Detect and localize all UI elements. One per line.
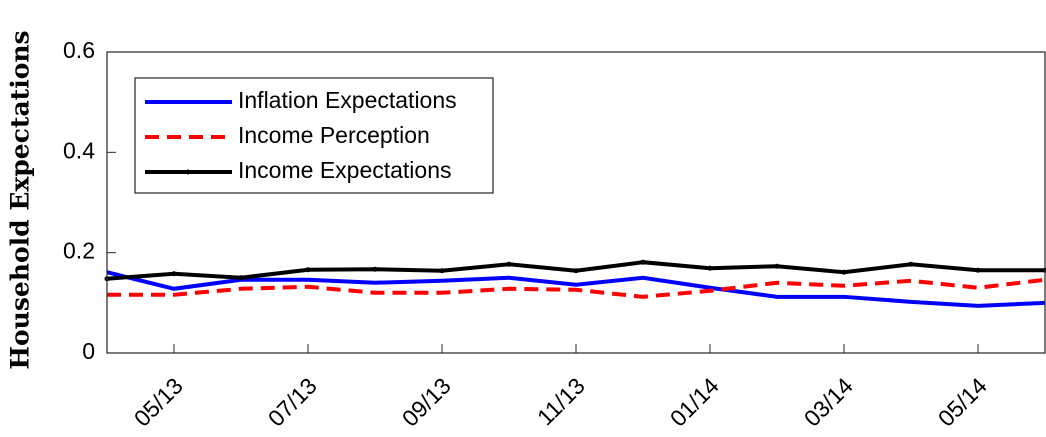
point <box>439 268 445 274</box>
plot-frame <box>106 51 1046 354</box>
x-tick-label: 01/14 <box>665 372 724 431</box>
point <box>372 266 378 272</box>
legend-label: Income Perception <box>238 122 430 148</box>
x-tick-label: 03/14 <box>799 372 858 431</box>
point <box>707 265 713 271</box>
x-tick-label: 05/13 <box>129 372 188 431</box>
y-tick-label: 0.4 <box>63 137 95 163</box>
point <box>841 269 847 275</box>
x-tick-label: 07/13 <box>263 372 322 431</box>
legend-marker <box>185 169 191 175</box>
y-tick-label: 0.6 <box>63 37 95 63</box>
point <box>238 275 244 281</box>
legend-label: Income Expectations <box>238 157 452 183</box>
point <box>774 263 780 269</box>
x-tick-label: 11/13 <box>532 372 590 430</box>
x-tick-label: 09/13 <box>397 372 456 431</box>
y-tick-label: 0.2 <box>63 238 95 264</box>
series-line <box>106 270 1046 308</box>
y-axis-label: Household Expectations <box>6 30 35 369</box>
point <box>305 267 311 273</box>
x-tick-label: 05/14 <box>933 372 992 431</box>
point <box>506 261 512 267</box>
point <box>908 261 914 267</box>
point <box>573 268 579 274</box>
legend-label: Inflation Expectations <box>238 87 457 113</box>
series-line <box>107 277 1046 299</box>
point <box>975 267 981 273</box>
point <box>171 271 177 277</box>
y-tick-label: 0 <box>82 338 95 364</box>
point <box>640 259 646 265</box>
